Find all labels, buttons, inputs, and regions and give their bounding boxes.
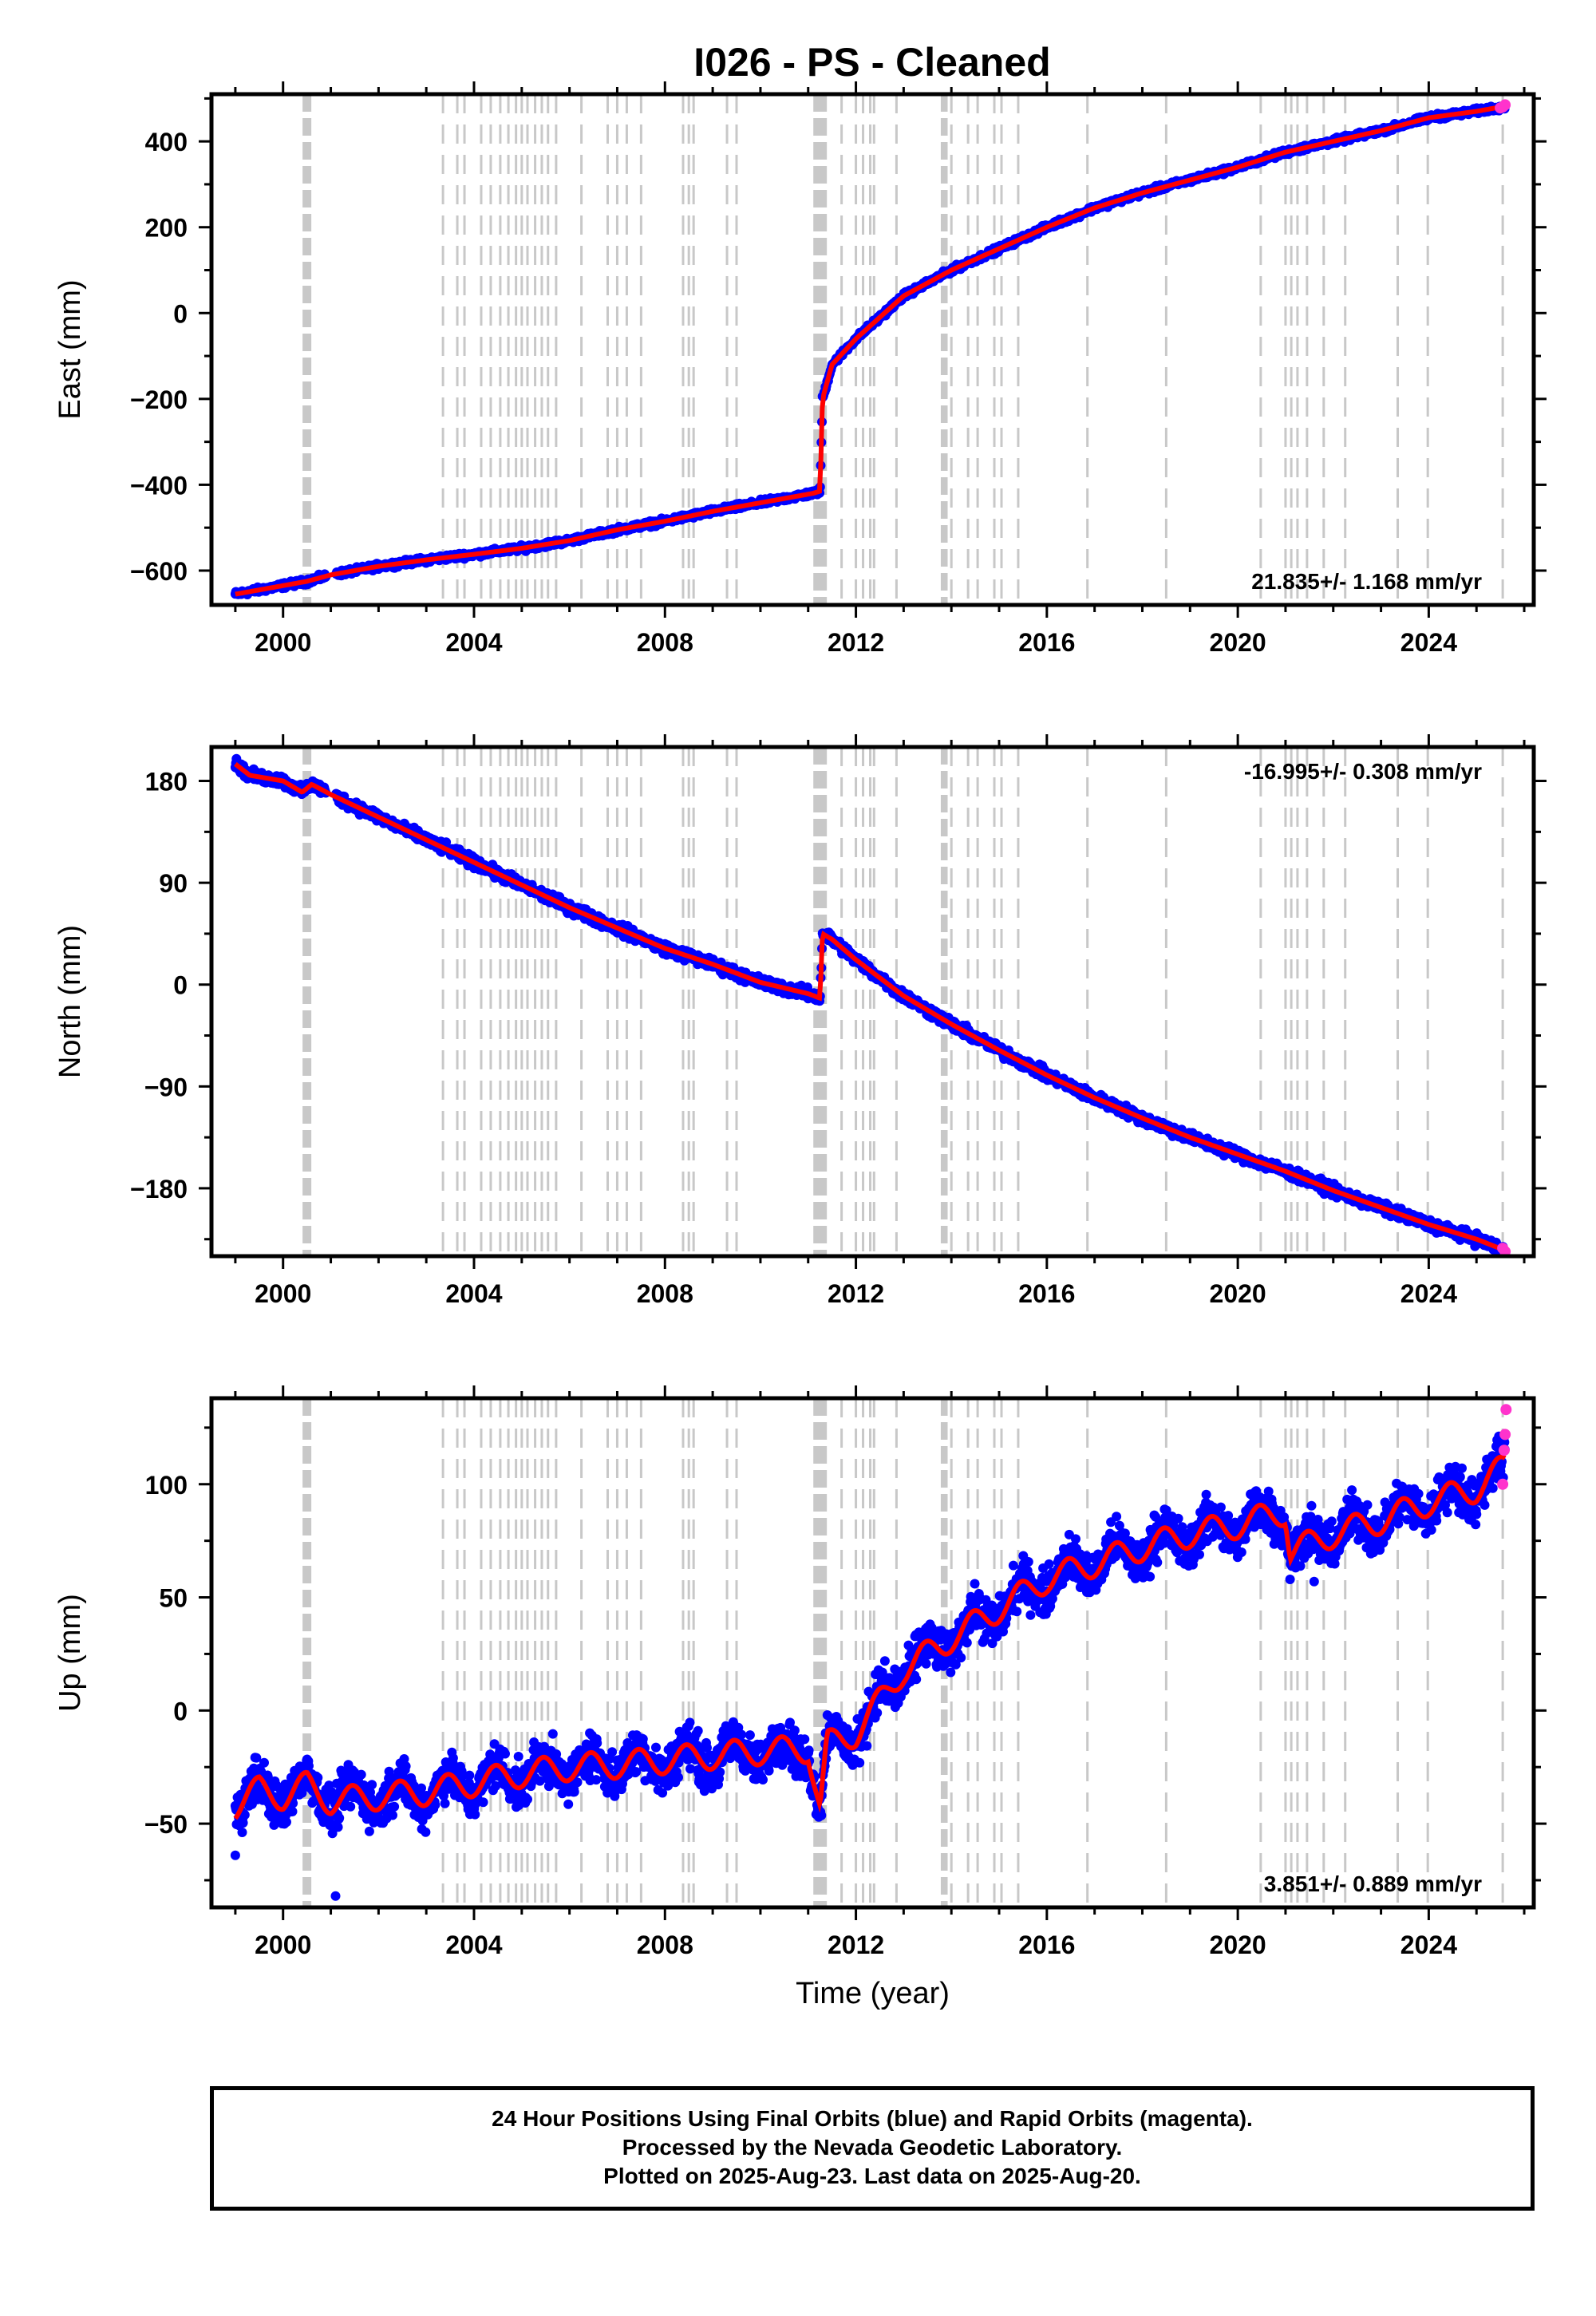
east-rapid-orbit-point	[1499, 99, 1511, 111]
east-y-tick-label: 0	[173, 299, 188, 328]
up-panel: 2000 2004 2008 2012 2016 2020 2024−50050100Up …	[53, 1385, 1547, 2010]
east-model-line	[235, 104, 1506, 597]
up-final-orbit-point	[321, 1793, 330, 1804]
north-y-tick-label: −90	[144, 1073, 188, 1101]
east-x-tick-label: 2016	[1018, 628, 1075, 657]
north-x-tick-label: 2012	[828, 1279, 884, 1308]
east-y-tick-label: −400	[130, 471, 188, 500]
north-y-axis-label: North (mm)	[53, 925, 87, 1078]
north-y-tick-label: 90	[159, 869, 188, 898]
north-model-line	[234, 761, 1507, 1253]
east-x-tick-label: 2020	[1210, 628, 1266, 657]
up-final-orbit-point	[304, 1761, 314, 1771]
east-rate-label: 21.835+/- 1.168 mm/yr	[1251, 569, 1482, 594]
north-x-tick-label: 2016	[1018, 1279, 1075, 1308]
up-final-orbit-point	[282, 1817, 291, 1828]
up-plot-area	[230, 1398, 1512, 1907]
north-plot-area	[230, 747, 1511, 1256]
east-x-tick-label: 2024	[1400, 628, 1457, 657]
east-y-tick-label: −600	[130, 557, 188, 586]
up-final-orbit-point	[238, 1818, 248, 1828]
up-final-orbit-point	[239, 1810, 250, 1820]
north-x-tick-label: 2004	[445, 1279, 502, 1308]
east-y-tick-label: −200	[130, 385, 188, 414]
north-y-tick-label: −180	[130, 1175, 188, 1203]
north-y-tick-label: 0	[173, 971, 188, 1000]
north-panel: 2000 2004 2008 2012 2016 2020 2024 −180 −90 0 90 18…	[53, 734, 1547, 1308]
north-x-tick-label: 2020	[1210, 1279, 1266, 1308]
up-final-orbit-point	[269, 1820, 279, 1830]
figure-title: I026 - PS - Cleaned	[693, 40, 1050, 85]
north-axes-frame	[209, 745, 1536, 1259]
north-x-tick-label: 2024	[1400, 1279, 1457, 1308]
east-axes-frame	[209, 92, 1536, 607]
north-rate-label: -16.995+/- 0.308 mm/yr	[1244, 759, 1482, 784]
up-final-orbit-point	[251, 1753, 262, 1763]
east-y-tick-label: 400	[145, 128, 188, 156]
east-plot-area	[230, 94, 1511, 605]
east-x-tick-label: 2008	[637, 628, 693, 657]
east-x-tick-label: 2000	[255, 628, 311, 657]
north-rapid-orbit-point	[1499, 1246, 1511, 1256]
east-x-tick-label: 2012	[828, 628, 884, 657]
east-panel: 2000 2004 2008 2012 2016 2020 2024−600−400−200…	[53, 81, 1547, 657]
up-final-orbit-point	[237, 1828, 247, 1837]
east-y-tick-label: 200	[145, 214, 188, 243]
north-x-tick-label: 2008	[637, 1279, 693, 1308]
east-x-tick-label: 2004	[445, 628, 502, 657]
north-rapid-orbit-points	[1497, 1243, 1511, 1256]
north-y-tick-label: 180	[145, 768, 188, 796]
up-final-orbit-point	[287, 1806, 298, 1816]
up-final-orbit-point	[313, 1773, 323, 1783]
north-x-tick-label: 2000	[255, 1279, 311, 1308]
east-y-axis-label: East (mm)	[53, 279, 87, 419]
up-final-orbit-point	[259, 1757, 269, 1768]
up-final-orbit-points	[230, 1431, 1510, 1901]
east-rapid-orbit-points	[1495, 99, 1511, 114]
